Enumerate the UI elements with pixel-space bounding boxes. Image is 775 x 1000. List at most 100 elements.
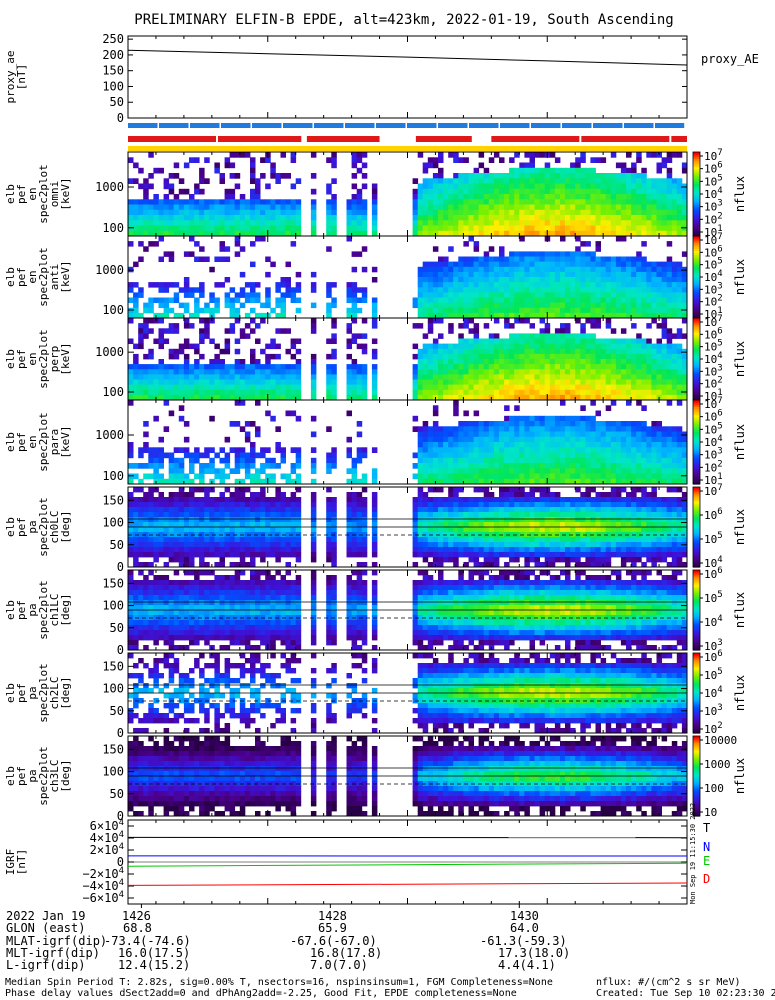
en_anti-colorbar-segment [693, 242, 700, 245]
en_perp-cell [260, 369, 266, 375]
en_perp-cell [488, 374, 495, 380]
en_omni-cell [631, 220, 637, 226]
en_perp-cell [549, 359, 556, 365]
en_omni-cell [443, 225, 449, 232]
en_omni-cell [412, 230, 419, 237]
en_perp-cell [626, 348, 632, 355]
en_omni-ytick-label: 100 [102, 221, 124, 235]
en_para-cell [199, 452, 205, 459]
en_para-cell [671, 468, 678, 474]
en_anti-cell [463, 266, 469, 273]
en_perp-cell [554, 338, 561, 344]
pa_ch0-cell [183, 507, 190, 513]
en_anti-cell [438, 307, 444, 314]
en_perp-cell [681, 384, 688, 391]
en_anti-cell [570, 271, 576, 278]
en_anti-cell [468, 277, 474, 283]
en_para-cell [244, 452, 251, 459]
en_para-cell [371, 478, 378, 485]
en_omni-cell [173, 204, 180, 211]
en_anti-cell [250, 292, 256, 298]
en_omni-cell [168, 183, 175, 190]
en_para-cell [270, 463, 276, 469]
en_omni-cell [265, 209, 271, 216]
proxy-ae-ytick-label: 100 [102, 79, 124, 93]
pa_ch0-cell [153, 497, 159, 503]
en_omni-cell [229, 204, 236, 211]
en_para-cell [493, 426, 500, 432]
en_anti-cell [554, 292, 561, 298]
en_perp-cell [483, 364, 490, 370]
en_omni-cell [214, 225, 220, 232]
en_perp-cell [412, 394, 419, 401]
en_para-cell [438, 431, 444, 438]
pa_ch0-cell [158, 507, 164, 513]
en_anti-cell [580, 302, 586, 309]
en_perp-cell [224, 343, 231, 350]
en_perp-cell [661, 348, 668, 355]
pa_ch0-cell [194, 507, 200, 513]
en_anti-cell [453, 271, 459, 278]
en_omni-cell [260, 215, 266, 221]
en_anti-cell [483, 251, 490, 257]
en_para-colorbar-tick-label: 101 [704, 472, 723, 487]
en_perp-cell [600, 338, 607, 344]
en_perp-cell [514, 369, 520, 375]
en_perp-cell [620, 394, 627, 401]
en_perp-cell [438, 384, 444, 391]
en_perp-cell [651, 374, 657, 380]
en_omni-cell [661, 220, 668, 226]
en_perp-cell [666, 348, 673, 355]
en_perp-cell [168, 379, 175, 385]
en_omni-colorbar-segment [693, 183, 700, 187]
en_perp-cell [422, 343, 429, 350]
en_omni-cell [214, 209, 220, 216]
en_perp-cell [189, 379, 195, 385]
en_omni-cell [600, 215, 607, 221]
en_para-cell [356, 478, 363, 485]
en_omni-cell [219, 225, 225, 232]
en_omni-cell [128, 220, 134, 226]
en_perp-cell [224, 328, 231, 334]
en_anti-cell [641, 302, 647, 309]
en_perp-cell [219, 389, 225, 396]
en_omni-cell [138, 199, 144, 205]
pa_ch0-cell [214, 532, 220, 538]
pa_ch0-cell [239, 512, 246, 518]
en_perp-cell [143, 384, 149, 391]
en_anti-cell [438, 287, 444, 293]
en_anti-cell [153, 297, 159, 303]
en_anti-cell [493, 287, 500, 293]
en_perp-cell [168, 374, 175, 380]
en_anti-cell [371, 266, 378, 273]
en_para-cell [656, 421, 662, 427]
en_anti-cell [417, 266, 424, 273]
en_omni-cell [529, 157, 535, 163]
en_omni-cell [524, 215, 530, 221]
en_anti-cell [549, 297, 556, 303]
en_anti-cell [183, 302, 190, 309]
en_para-cell [524, 431, 530, 438]
en_para-cell [504, 457, 510, 464]
en_perp-cell [600, 353, 607, 360]
en_perp-cell [361, 394, 368, 401]
en_anti-cell [519, 297, 525, 303]
en_anti-cell [158, 282, 164, 288]
en_omni-cell [570, 173, 576, 179]
en_perp-cell [438, 359, 444, 365]
en_para-cell [478, 426, 485, 432]
en_omni-cell [128, 215, 134, 221]
en_omni-cell [158, 220, 164, 226]
en_omni-cell [163, 220, 170, 226]
en_para-cell [681, 436, 688, 443]
en_anti-cell [544, 297, 551, 303]
en_anti-cell [641, 292, 647, 298]
pa_ch0-cell [183, 527, 190, 533]
en_para-cell [651, 442, 657, 448]
en_para-cell [565, 431, 571, 438]
en_omni-cell [554, 183, 561, 190]
en_perp-cell [183, 394, 190, 401]
en_anti-cell [605, 266, 612, 273]
en_omni-cell [133, 215, 139, 221]
en_anti-cell [595, 302, 601, 309]
